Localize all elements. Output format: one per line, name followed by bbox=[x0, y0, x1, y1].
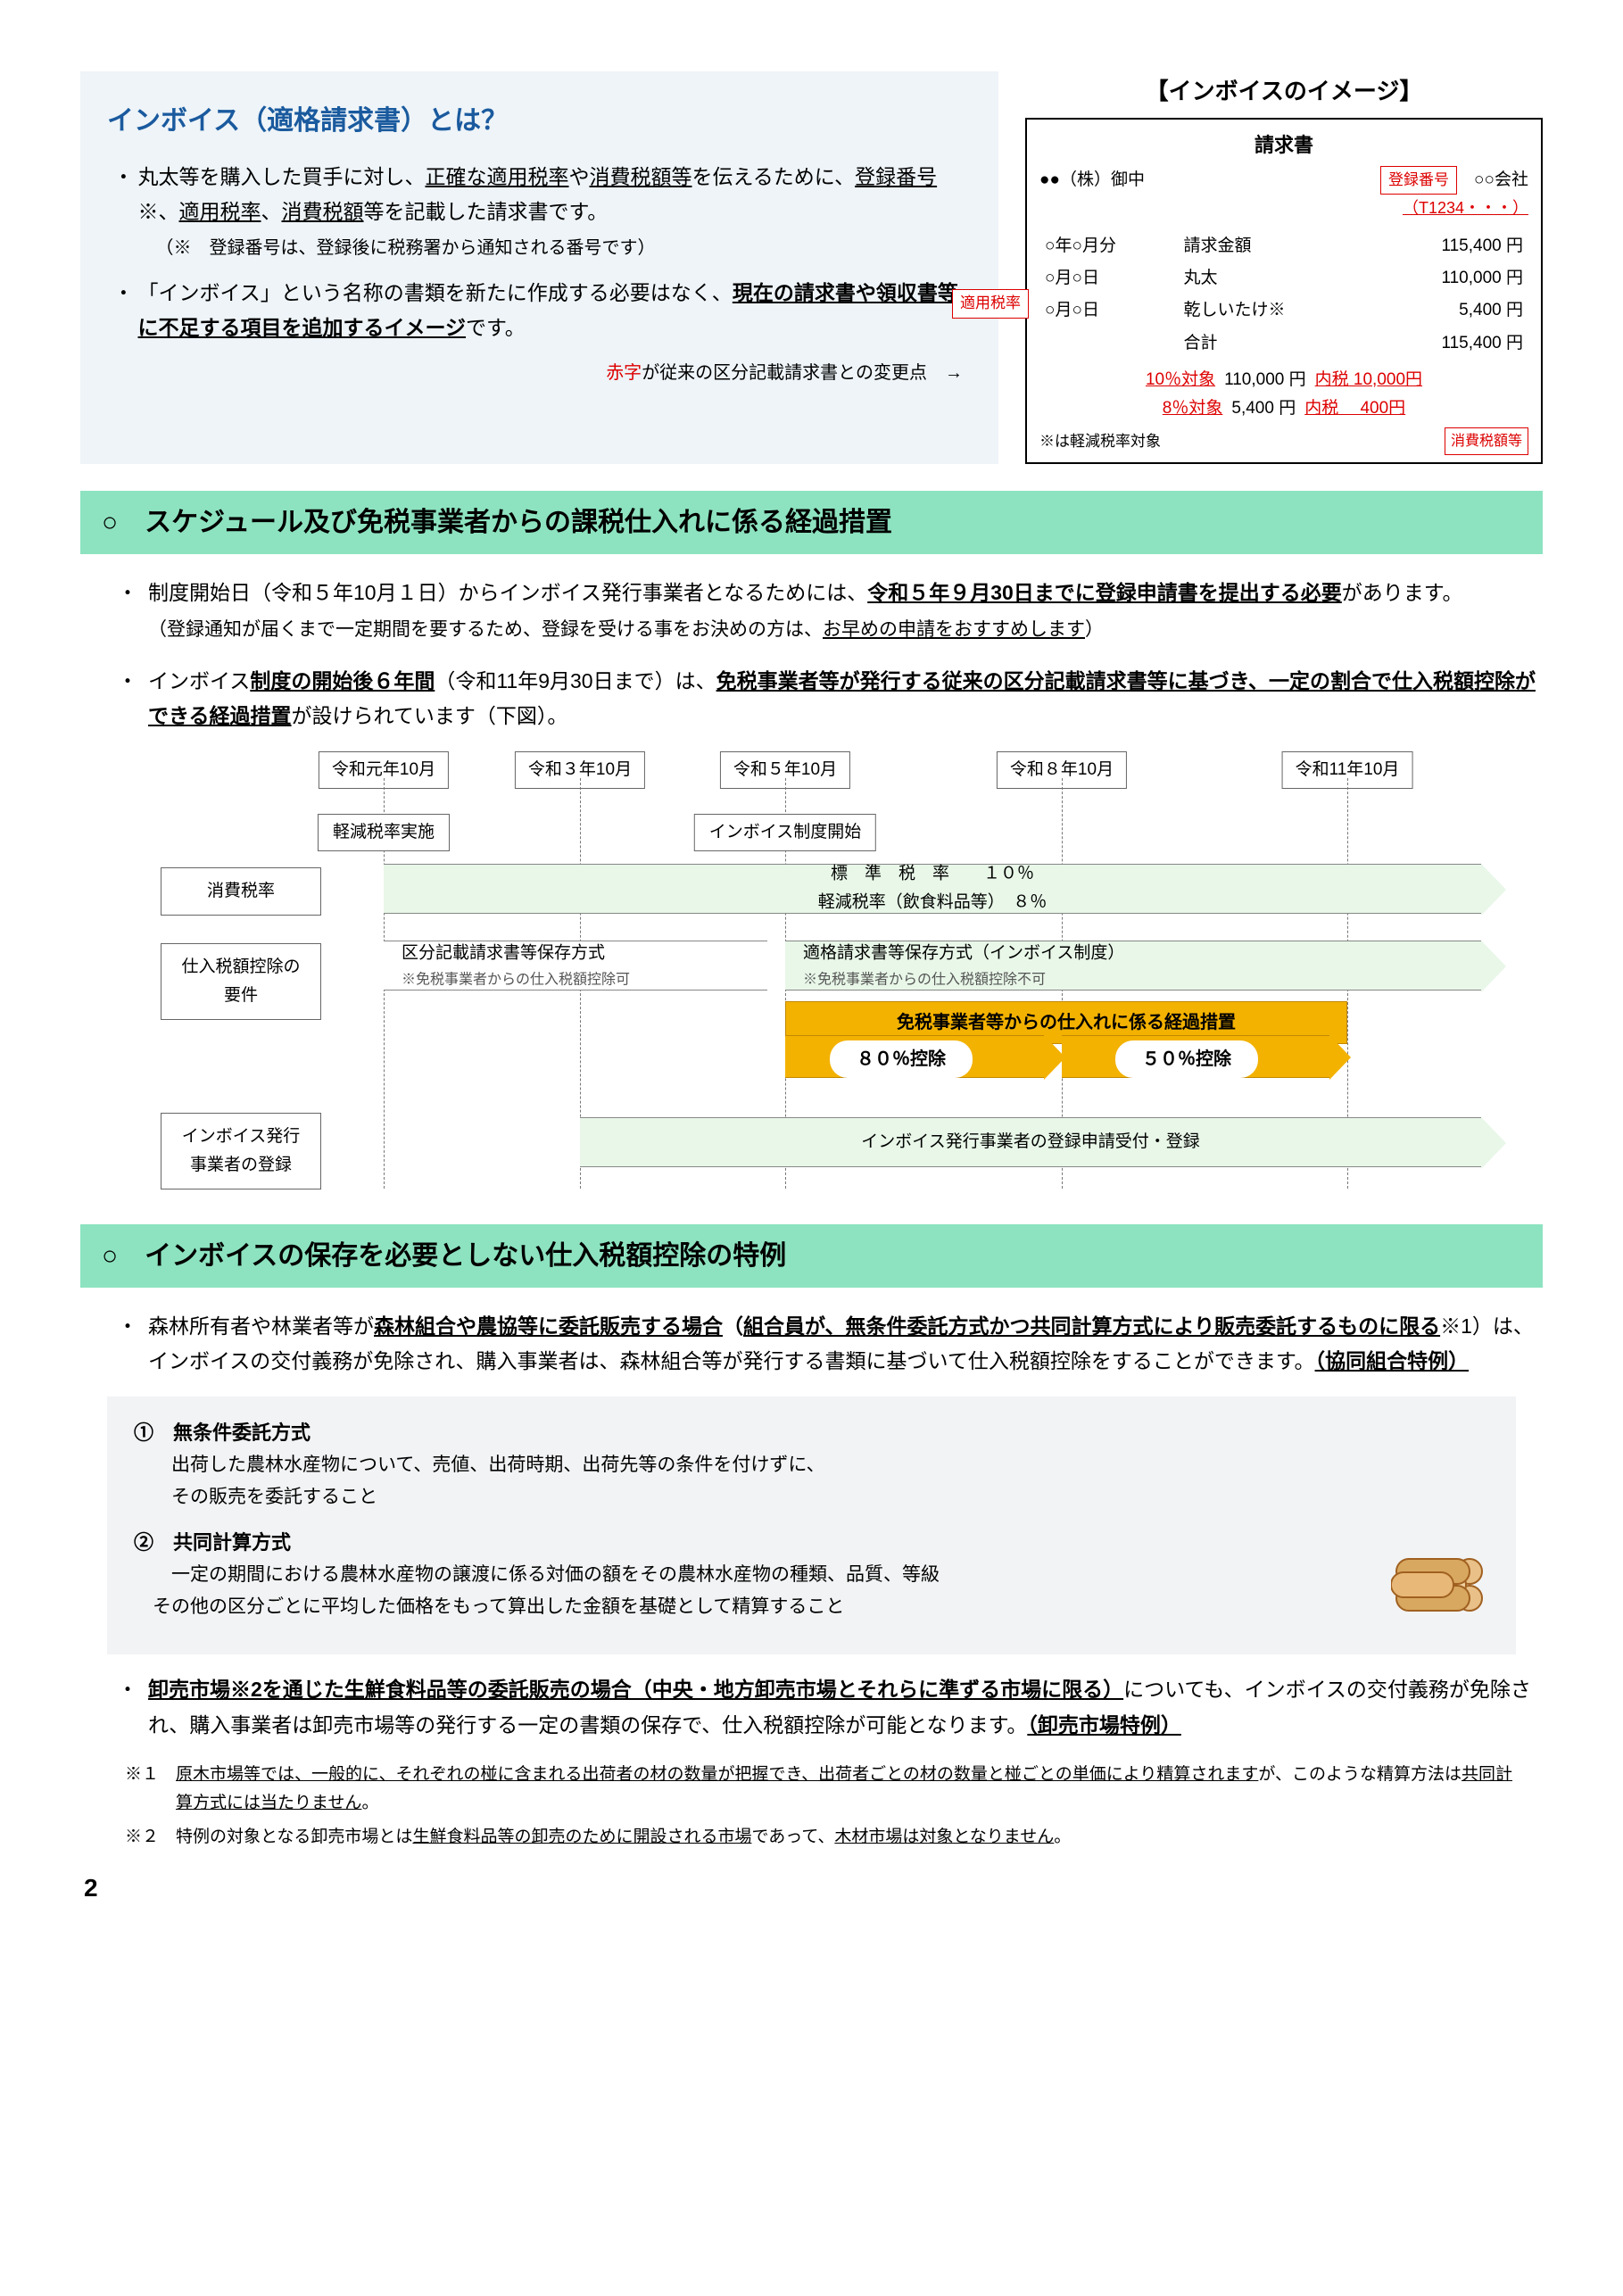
intro-item-1: 丸太等を購入した買手に対し、正確な適用税率や消費税額等を伝えるために、登録番号※… bbox=[107, 160, 972, 263]
registration-code: （T1234・・・） bbox=[1403, 199, 1528, 217]
applied-tax-rate-badge: 適用税率 bbox=[952, 289, 1029, 319]
lane-kubun-arrow: 区分記載請求書等保存方式※免税事業者からの仕入税額控除可 bbox=[384, 941, 767, 991]
invoice-frame: 請求書 ●●（株）御中 登録番号 ○○会社 （T1234・・・） ○年○月分請求… bbox=[1025, 118, 1543, 464]
intro-item-1-note: （※ 登録番号は、登録後に税務署から通知される番号です） bbox=[138, 233, 973, 263]
deduction-80-pill: ８０％控除 bbox=[830, 1040, 973, 1078]
definition-1: ① 無条件委託方式 出荷した農林水産物について、売値、出荷時期、出荷先等の条件を… bbox=[134, 1416, 1489, 1513]
top-row: インボイス（適格請求書）とは？ 丸太等を購入した買手に対し、正確な適用税率や消費… bbox=[80, 71, 1543, 464]
intro-item-2: 「インボイス」という名称の書類を新たに作成する必要はなく、現在の請求書や領収書等… bbox=[107, 276, 972, 345]
invoice-addressee: ●●（株）御中 bbox=[1039, 166, 1145, 195]
lane-deduction-label: 仕入税額控除の要件 bbox=[161, 943, 321, 1021]
invoice-row: ○年○月分請求金額115,400 円 bbox=[1041, 231, 1527, 261]
invoice-title: 請求書 bbox=[1039, 128, 1528, 162]
lane-tekikaku-arrow: 適格請求書等保存方式（インボイス制度）※免税事業者からの仕入税額控除不可 bbox=[785, 941, 1481, 991]
section-exception-heading: ○ インボイスの保存を必要としない仕入税額控除の特例 bbox=[80, 1224, 1543, 1288]
definition-2: ② 共同計算方式 一定の期間における農林水産物の譲渡に係る対価の額をその農林水産… bbox=[134, 1526, 1489, 1623]
red-change-note: 赤字が従来の区分記載請求書との変更点 → bbox=[107, 358, 972, 388]
lane-registration-label: インボイス発行事業者の登録 bbox=[161, 1113, 321, 1190]
invoice-sample-heading: 【インボイスのイメージ】 bbox=[1025, 71, 1543, 111]
intro-title: インボイス（適格請求書）とは？ bbox=[107, 98, 972, 144]
deduction-50-pill: ５０％控除 bbox=[1115, 1040, 1258, 1078]
definitions-box: ① 無条件委託方式 出荷した農林水産物について、売値、出荷時期、出荷先等の条件を… bbox=[107, 1397, 1516, 1655]
schedule-point-2: インボイス制度の開始後６年間（令和11年9月30日まで）は、免税事業者等が発行す… bbox=[107, 664, 1543, 734]
exception-point-1: 森林所有者や林業者等が森林組合や農協等に委託販売する場合（組合員が、無条件委託方… bbox=[107, 1309, 1543, 1379]
invoice-row: ○月○日丸太110,000 円 bbox=[1041, 263, 1527, 294]
invoice-row: ○月○日乾しいたけ※5,400 円 bbox=[1041, 295, 1527, 326]
footnote-1: ※１ 原木市場等では、一般的に、それぞれの椪に含まれる出荷者の材の数量が把握でき… bbox=[125, 1761, 1516, 1819]
invoice-footnote: ※は軽減税率対象 bbox=[1039, 429, 1161, 455]
lane-registration-arrow: インボイス発行事業者の登録申請受付・登録 bbox=[580, 1117, 1481, 1167]
invoice-company-block: 登録番号 ○○会社 （T1234・・・） bbox=[1380, 166, 1528, 224]
event-invoice-start: インボイス制度開始 bbox=[694, 814, 876, 851]
section-schedule-heading: ○ スケジュール及び免税事業者からの課税仕入れに係る経過措置 bbox=[80, 491, 1543, 554]
consumption-tax-badge: 消費税額等 bbox=[1445, 427, 1528, 455]
lane-consumption-tax-arrow: 標 準 税 率 １０％軽減税率（飲食料品等） ８％ bbox=[384, 864, 1481, 914]
tax-breakdown: 10％対象 110,000 円 内税 10,000円 8％対象 5,400 円 … bbox=[1039, 366, 1528, 424]
invoice-table: ○年○月分請求金額115,400 円○月○日丸太110,000 円○月○日乾しい… bbox=[1039, 229, 1528, 361]
footnote-2: ※２ 特例の対象となる卸売市場とは生鮮食料品等の卸売のために開設される市場であっ… bbox=[125, 1823, 1516, 1852]
lane-consumption-tax-label: 消費税率 bbox=[161, 867, 321, 916]
logs-icon bbox=[1391, 1546, 1489, 1628]
intro-definition-box: インボイス（適格請求書）とは？ 丸太等を購入した買手に対し、正確な適用税率や消費… bbox=[80, 71, 998, 464]
page-number: 2 bbox=[84, 1867, 1543, 1910]
invoice-row: 合計115,400 円 bbox=[1041, 328, 1527, 359]
schedule-point-1: 制度開始日（令和５年10月１日）からインボイス発行事業者となるためには、令和５年… bbox=[107, 576, 1543, 646]
registration-number-badge: 登録番号 bbox=[1380, 166, 1457, 195]
invoice-sample: 【インボイスのイメージ】 請求書 ●●（株）御中 登録番号 ○○会社 （T123… bbox=[1025, 71, 1543, 464]
exception-point-2: 卸売市場※2を通じた生鮮食料品等の委託販売の場合（中央・地方卸売市場とそれらに準… bbox=[107, 1672, 1543, 1742]
schedule-timeline: 令和元年10月令和３年10月令和５年10月令和８年10月令和11年10月 軽減税… bbox=[80, 751, 1543, 1198]
event-reduced-tax: 軽減税率実施 bbox=[318, 814, 450, 851]
